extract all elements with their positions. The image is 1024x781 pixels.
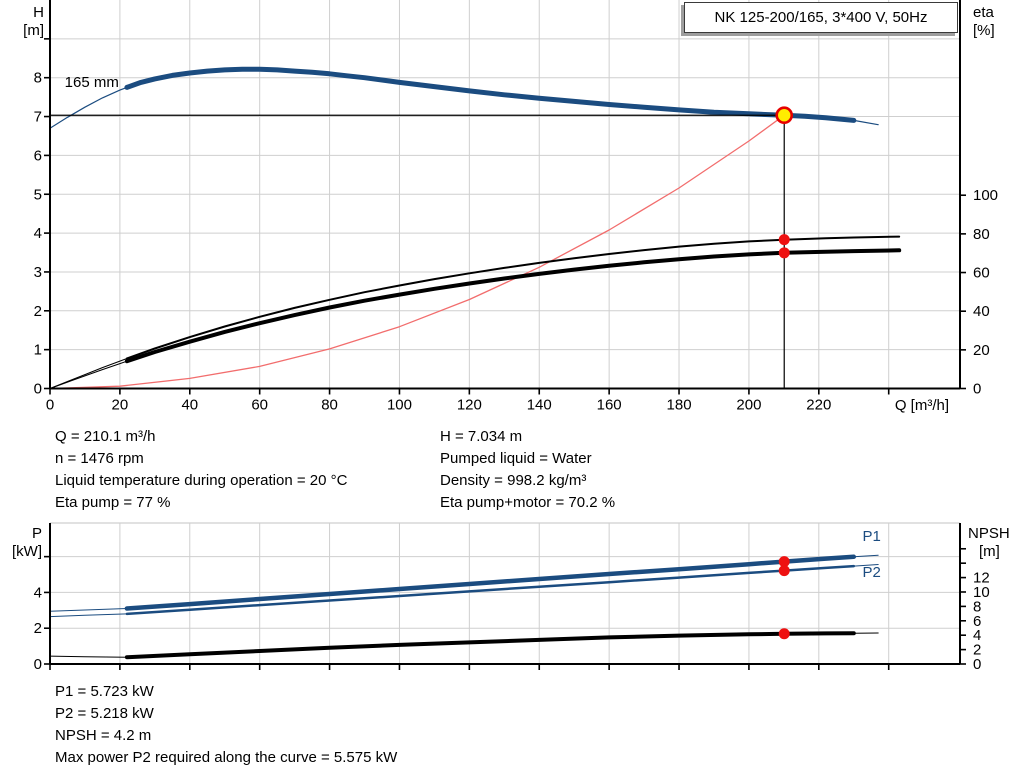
duty-marker-dot [778, 628, 790, 640]
pump-title: NK 125-200/165, 3*400 V, 50Hz [714, 9, 928, 26]
tick-label: 4 [34, 225, 42, 242]
tick-label: 220 [806, 397, 831, 414]
tick-label: 180 [667, 397, 692, 414]
tick-label: 2 [34, 303, 42, 320]
tick-label: 5 [34, 186, 42, 203]
tick-label: 4 [34, 584, 42, 601]
series-eta-pump-motor [49, 248, 902, 389]
tick-label: 0 [34, 381, 42, 398]
tick-label: 1 [34, 342, 42, 359]
duty-info-temp: Liquid temperature during operation = 20… [55, 472, 348, 489]
tick-label: 100 [973, 187, 998, 204]
tick-label: 60 [251, 397, 268, 414]
tick-label: 60 [973, 265, 990, 282]
duty-point[interactable] [775, 106, 794, 125]
p-axis-label: P [31, 525, 42, 542]
series-p1-curve [49, 554, 879, 612]
p2-curve-label: P2 [863, 564, 881, 581]
p1-curve-label: P1 [863, 528, 881, 545]
duty-info-eta-pump: Eta pump = 77 % [55, 494, 171, 511]
tick-label: 0 [46, 397, 54, 414]
tick-label: 8 [973, 598, 981, 615]
q-axis-label: Q [m³/h] [894, 397, 949, 414]
duty-marker-dot [778, 556, 790, 568]
tick-label: 160 [597, 397, 622, 414]
duty-info-q: Q = 210.1 m³/h [55, 428, 156, 445]
duty-info-n: n = 1476 rpm [55, 450, 144, 467]
npsh-axis-unit: [m] [979, 543, 1000, 560]
series-h-curve-165mm [49, 66, 879, 129]
pump-title-box: NK 125-200/165, 3*400 V, 50Hz [684, 2, 958, 33]
tick-label: 7 [34, 109, 42, 126]
series-eta-pump [49, 235, 901, 389]
result-npsh: NPSH = 4.2 m [55, 727, 152, 744]
tick-label: 20 [112, 397, 129, 414]
tick-label: 20 [973, 342, 990, 359]
result-p1: P1 = 5.723 kW [55, 683, 154, 700]
tick-label: 12 [973, 570, 990, 587]
tick-label: 0 [973, 381, 981, 398]
tick-label: 4 [973, 627, 981, 644]
result-max-p2: Max power P2 required along the curve = … [55, 749, 398, 766]
h-axis-unit: [m] [23, 22, 44, 39]
duty-marker-dot [778, 247, 790, 259]
tick-label: 3 [34, 264, 42, 281]
eta-axis-unit: [%] [973, 22, 995, 39]
p-axis-unit: [kW] [12, 543, 42, 560]
results-block: P1 = 5.723 kW P2 = 5.218 kW NPSH = 4.2 m… [55, 681, 397, 769]
tick-label: 6 [973, 613, 981, 630]
duty-info-eta-total: Eta pump+motor = 70.2 % [440, 494, 616, 511]
duty-info-right: H = 7.034 m Pumped liquid = Water Densit… [440, 426, 615, 514]
tick-label: 40 [973, 303, 990, 320]
qh-eta-chart: 0 20 40 60 80 100 120 140 160 180 200 2200123456780… [34, 0, 998, 414]
tick-label: 0 [34, 656, 42, 673]
tick-label: 2 [973, 642, 981, 659]
duty-info-h: H = 7.034 m [440, 428, 523, 445]
tick-label: 80 [321, 397, 338, 414]
duty-info-liquid: Pumped liquid = Water [440, 450, 592, 467]
series-system-curve [49, 114, 785, 390]
tick-label: 40 [181, 397, 198, 414]
tick-label: 120 [457, 397, 482, 414]
tick-label: 140 [527, 397, 552, 414]
series-p2-curve [49, 564, 879, 618]
h-axis-label: H [33, 4, 44, 21]
tick-label: 10 [973, 584, 990, 601]
npsh-axis-label: NPSH [968, 525, 1010, 542]
tick-label: 8 [34, 70, 42, 87]
duty-info-left: Q = 210.1 m³/h n = 1476 rpm Liquid tempe… [55, 426, 347, 514]
impeller-label: 165 mm [65, 74, 119, 91]
duty-marker-dot [778, 234, 790, 246]
tick-label: 200 [736, 397, 761, 414]
eta-axis-label: eta [973, 4, 994, 21]
tick-label: 6 [34, 147, 42, 164]
tick-label: 2 [34, 620, 42, 637]
tick-label: 80 [973, 226, 990, 243]
duty-marker-dot [778, 565, 790, 577]
tick-label: 100 [387, 397, 412, 414]
duty-info-density: Density = 998.2 kg/m³ [440, 472, 587, 489]
result-p2: P2 = 5.218 kW [55, 705, 154, 722]
series-npsh-curve [49, 631, 879, 660]
tick-label: 0 [973, 656, 981, 673]
